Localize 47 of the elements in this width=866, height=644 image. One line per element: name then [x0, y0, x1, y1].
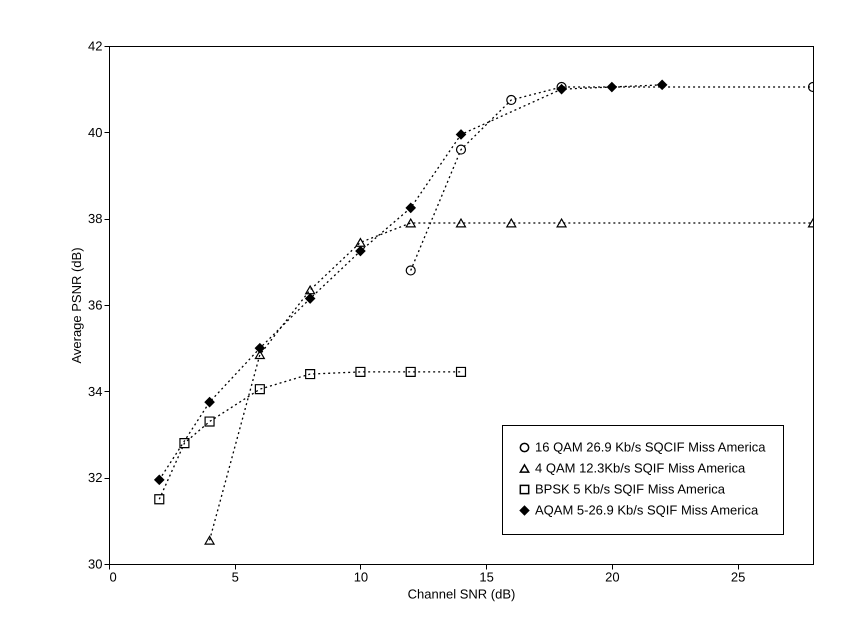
point	[254, 343, 265, 354]
point	[506, 218, 516, 228]
point	[305, 368, 316, 380]
point	[355, 246, 366, 256]
x-tick-label: 5	[232, 570, 239, 584]
point	[204, 416, 215, 427]
point	[456, 218, 466, 228]
y-axis-title: Average PSNR (dB)	[69, 247, 84, 364]
x-tick-label: 25	[730, 570, 746, 584]
point	[204, 536, 215, 545]
point	[606, 82, 617, 92]
point	[456, 129, 466, 140]
point	[657, 80, 668, 90]
legend-label: 4 QAM 12.3Kb/s SQIF Miss America	[535, 460, 746, 476]
point	[506, 94, 516, 106]
point	[406, 265, 416, 276]
y-tick-label: 32	[88, 470, 102, 486]
point	[204, 397, 215, 408]
y-tick-label: 38	[88, 211, 102, 226]
point	[406, 366, 416, 377]
y-tick-label: 42	[88, 38, 102, 54]
x-tick-label: 0	[110, 570, 117, 584]
point	[556, 84, 567, 94]
point	[355, 238, 366, 247]
y-tick-label: 36	[88, 298, 102, 312]
point	[406, 218, 416, 228]
x-tick-label: 10	[354, 570, 368, 584]
legend-label: BPSK 5 Kb/s SQIF Miss America	[535, 482, 726, 496]
point	[456, 366, 466, 377]
point	[179, 438, 190, 448]
x-axis-title: Channel SNR (dB)	[408, 586, 516, 602]
legend-label: AQAM 5-26.9 Kb/s SQIF Miss America	[535, 502, 759, 518]
point	[456, 144, 466, 155]
point	[355, 366, 366, 377]
point	[305, 293, 316, 304]
y-tick-label: 40	[88, 124, 102, 140]
x-tick-label: 15	[479, 570, 494, 584]
point	[305, 285, 316, 294]
y-tick-label: 34	[88, 384, 102, 399]
point	[556, 218, 567, 228]
point	[254, 384, 265, 394]
point	[406, 202, 416, 213]
y-tick-label: 30	[88, 556, 102, 572]
point	[154, 494, 164, 504]
legend-label: 16 QAM 26.9 Kb/s SQCIF Miss America	[535, 440, 766, 454]
x-tick-label: 20	[605, 570, 620, 584]
point	[154, 474, 164, 485]
